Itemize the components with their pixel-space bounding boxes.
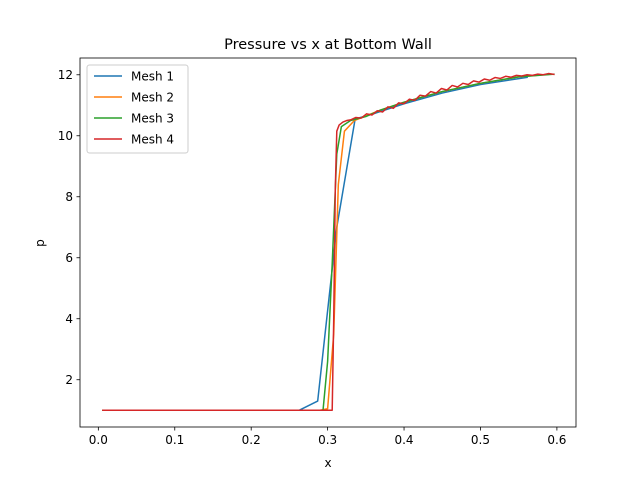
legend: Mesh 1 Mesh 2 Mesh 3 Mesh 4 [86,64,189,154]
legend-label-4: Mesh 4 [131,132,174,146]
chart-title: Pressure vs x at Bottom Wall [224,37,432,53]
y-tick-label: 8 [65,190,73,204]
x-tick-label: 0.0 [89,433,108,447]
y-tick-label: 6 [65,251,73,265]
legend-label-3: Mesh 3 [131,111,174,125]
y-tick-label: 2 [65,373,73,387]
legend-label-1: Mesh 1 [131,69,174,83]
x-axis-label: x [324,456,331,470]
x-tick-label: 0.2 [242,433,261,447]
x-tick-label: 0.5 [471,433,490,447]
axes: 0.0 0.1 0.2 0.3 0.4 0.5 0.6 2 4 6 8 10 12 [58,57,577,447]
legend-label-2: Mesh 2 [131,90,174,104]
x-tick-label: 0.4 [394,433,413,447]
x-tick-label: 0.3 [318,433,337,447]
legend-box [86,64,189,154]
series-line-4 [102,72,555,411]
plot-area [102,72,555,411]
x-tick-label: 0.1 [165,433,184,447]
y-tick-label: 12 [58,68,73,82]
y-tick-label: 10 [58,129,73,143]
y-tick-label: 4 [65,312,73,326]
y-axis-label: p [33,239,47,247]
x-tick-label: 0.6 [547,433,566,447]
